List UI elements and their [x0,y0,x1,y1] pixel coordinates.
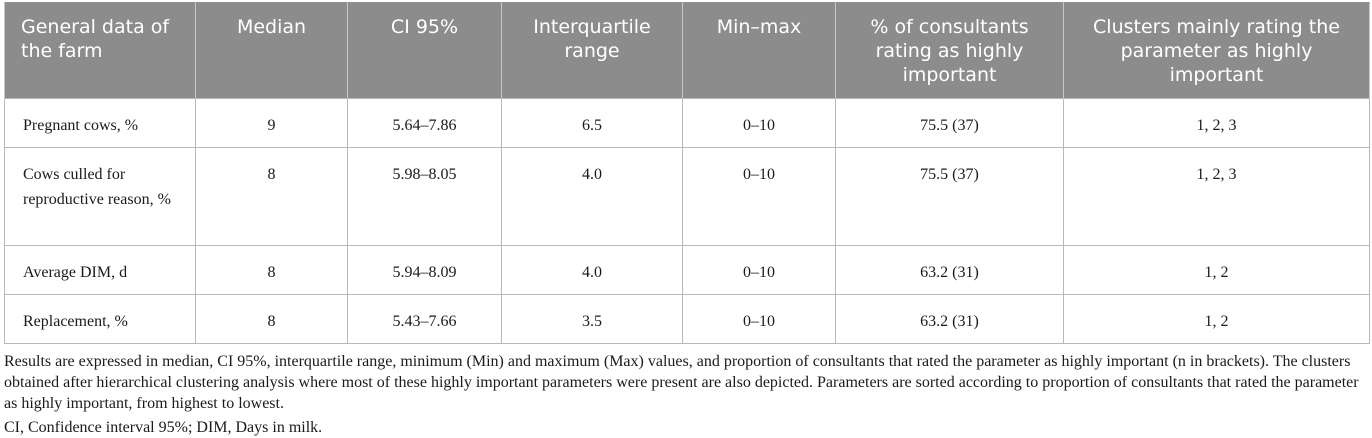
cell-min-max: 0–10 [682,147,836,246]
cell-clusters: 1, 2, 3 [1063,98,1370,148]
table-row: Pregnant cows, % 9 5.64–7.86 6.5 0–10 75… [4,98,1370,148]
cell-iqr: 4.0 [501,147,683,246]
header-percent-consultants: % of consultants rating as highly import… [835,2,1064,99]
cell-ci: 5.64–7.86 [347,98,502,148]
cell-min-max: 0–10 [682,98,836,148]
header-median: Median [195,2,348,99]
cell-parameter: Replacement, % [4,294,196,344]
cell-ci: 5.43–7.66 [347,294,502,344]
cell-median: 8 [195,294,348,344]
header-general-data: General data of the farm [4,2,196,99]
header-row: General data of the farm Median CI 95% I… [4,2,1370,99]
cell-percent: 63.2 (31) [835,294,1064,344]
cell-percent: 75.5 (37) [835,147,1064,246]
table-row: Cows culled for reproductive reason, % 8… [4,147,1370,246]
cell-percent: 63.2 (31) [835,245,1064,295]
cell-iqr: 4.0 [501,245,683,295]
cell-ci: 5.94–8.09 [347,245,502,295]
cell-median: 8 [195,245,348,295]
abbreviations-note: CI, Confidence interval 95%; DIM, Days i… [4,419,323,436]
table-footnote: Results are expressed in median, CI 95%,… [4,353,1359,412]
cell-parameter: Average DIM, d [4,245,196,295]
cell-clusters: 1, 2 [1063,245,1370,295]
cell-ci: 5.98–8.05 [347,147,502,246]
cell-clusters: 1, 2, 3 [1063,147,1370,246]
cell-parameter: Cows culled for reproductive reason, % [4,147,196,246]
header-ci: CI 95% [347,2,502,99]
cell-median: 9 [195,98,348,148]
cell-min-max: 0–10 [682,294,836,344]
data-table: General data of the farm Median CI 95% I… [4,2,1370,344]
cell-median: 8 [195,147,348,246]
cell-clusters: 1, 2 [1063,294,1370,344]
cell-percent: 75.5 (37) [835,98,1064,148]
table-container: General data of the farm Median CI 95% I… [4,2,1370,438]
table-row: Average DIM, d 8 5.94–8.09 4.0 0–10 63.2… [4,245,1370,295]
cell-min-max: 0–10 [682,245,836,295]
cell-iqr: 6.5 [501,98,683,148]
header-iqr: Interquartile range [501,2,683,99]
header-min-max: Min–max [682,2,836,99]
cell-parameter: Pregnant cows, % [4,98,196,148]
table-row: Replacement, % 8 5.43–7.66 3.5 0–10 63.2… [4,294,1370,344]
header-clusters: Clusters mainly rating the parameter as … [1063,2,1370,99]
cell-iqr: 3.5 [501,294,683,344]
